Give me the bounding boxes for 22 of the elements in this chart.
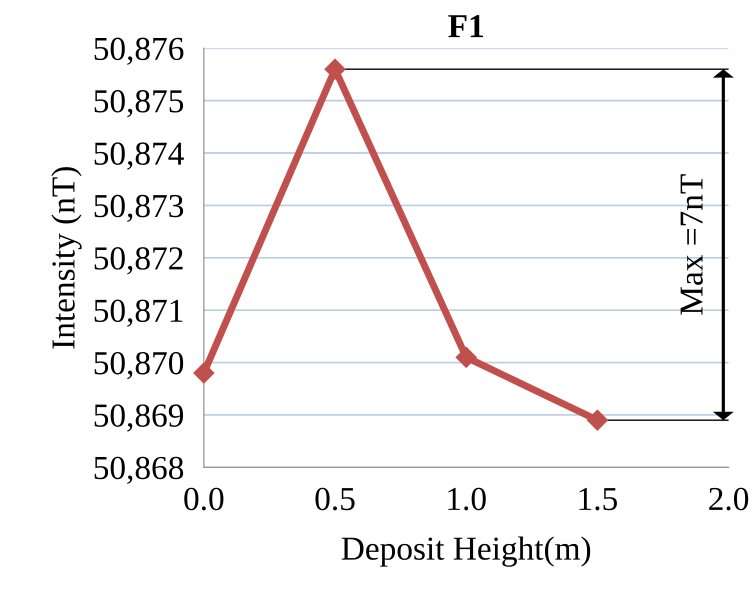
x-tick-label: 1.5 xyxy=(579,488,617,510)
y-tick-label: 50,869 xyxy=(94,404,184,432)
point xyxy=(456,346,477,368)
point xyxy=(193,362,214,384)
y-tick-label: 50,868 xyxy=(94,456,184,484)
y-tick-label: 50,872 xyxy=(94,247,183,274)
y-tick-label: 50,873 xyxy=(94,194,184,222)
y-axis-title: Intensity (nT) xyxy=(51,167,82,349)
x-tick-label: 0.0 xyxy=(184,488,224,510)
x-tick-label: 1.0 xyxy=(448,488,486,510)
point xyxy=(324,58,346,80)
y-tick-label: 50,874 xyxy=(94,142,184,170)
annotation: Max =7nT xyxy=(680,174,703,315)
chart-title: F1 xyxy=(448,15,484,38)
point xyxy=(586,410,608,431)
x-axis-title: Deposit Height(m) xyxy=(342,536,590,567)
y-tick-label: 50,870 xyxy=(94,352,184,380)
y-tick-label: 50,875 xyxy=(94,90,184,118)
x-tick-label: 2.0 xyxy=(709,488,748,510)
y-tick-label: 50,876 xyxy=(94,38,184,65)
y-tick-label: 50,871 xyxy=(94,300,182,327)
x-tick-label: 0.5 xyxy=(315,488,355,510)
